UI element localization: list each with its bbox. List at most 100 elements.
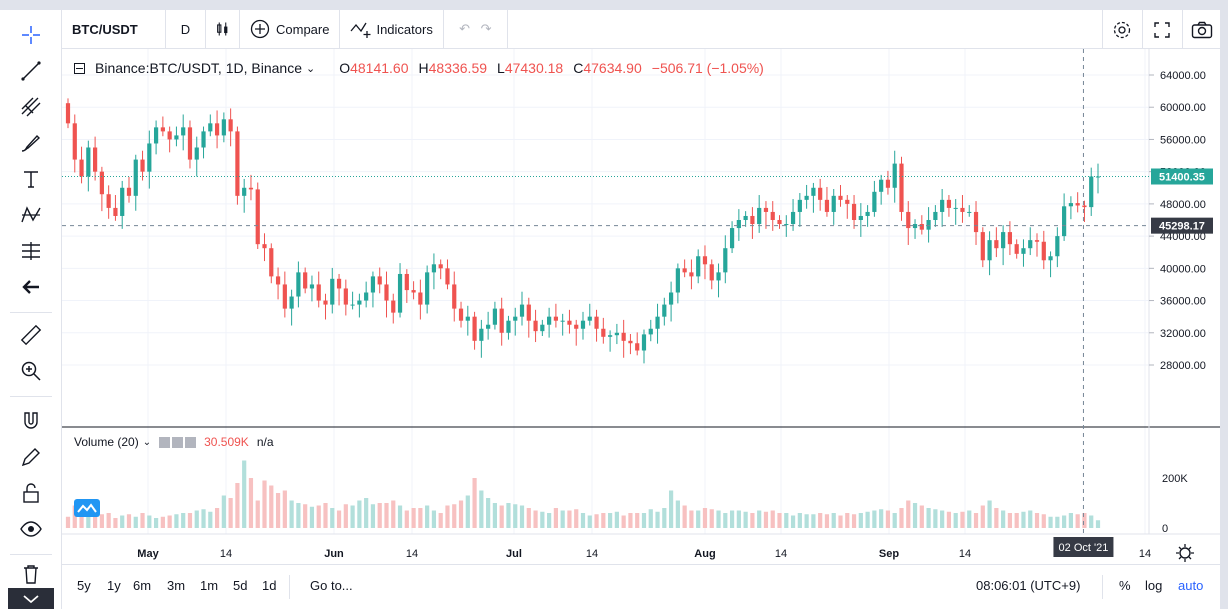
interval-button[interactable]: D: [166, 9, 206, 49]
chevron-down-icon[interactable]: ⌄: [305, 62, 316, 75]
candle-body: [418, 292, 423, 305]
zoom-in-icon[interactable]: [16, 356, 46, 386]
volume-bar: [140, 513, 145, 528]
draw-mode-icon[interactable]: [16, 442, 46, 472]
volume-bar: [384, 503, 389, 528]
visibility-icon[interactable]: [159, 436, 171, 448]
interval-label: D: [180, 21, 191, 37]
candle-body: [126, 187, 132, 196]
legend-title[interactable]: Binance:BTC/USDT, 1D, Binance: [95, 60, 302, 76]
crosshair-tool-icon[interactable]: [16, 20, 46, 50]
volume-bar: [1095, 520, 1101, 528]
volume-bar: [547, 513, 552, 528]
volume-bar: [973, 513, 979, 528]
toolbar-divider: [10, 312, 52, 313]
volume-bar: [160, 516, 165, 528]
candle-body: [804, 195, 809, 200]
volume-bar: [614, 511, 619, 528]
range-5y-button[interactable]: 5y: [77, 578, 91, 593]
tradingview-logo[interactable]: [74, 499, 100, 517]
trend-line-tool-icon[interactable]: [16, 56, 46, 86]
snapshot-button[interactable]: [1182, 10, 1220, 49]
symbol-search-button[interactable]: BTC/USDT: [62, 9, 166, 49]
candle-body: [316, 284, 321, 301]
collapse-legend-icon[interactable]: [74, 62, 85, 74]
close-icon[interactable]: [185, 436, 197, 448]
magnet-icon[interactable]: [16, 406, 46, 436]
pattern-tool-icon[interactable]: [16, 200, 46, 230]
ruler-icon[interactable]: [16, 320, 46, 350]
candle-body: [926, 220, 931, 230]
volume-bar: [93, 506, 98, 528]
candle-body: [587, 316, 592, 321]
candle-body: [201, 131, 206, 148]
lock-icon[interactable]: [16, 478, 46, 508]
range-5d-button[interactable]: 5d: [233, 578, 248, 593]
candle-body: [309, 284, 315, 289]
text-tool-icon[interactable]: [16, 164, 46, 194]
range-1d-button[interactable]: 1d: [262, 578, 277, 593]
volume-bar: [492, 503, 498, 528]
candle-body: [425, 272, 430, 305]
range-1y-button[interactable]: 1y: [107, 578, 121, 593]
volume-bar: [790, 515, 796, 528]
chevron-down-icon[interactable]: ⌄: [142, 436, 152, 448]
plus-circle-icon: [250, 19, 270, 39]
range-6m-button[interactable]: 6m: [133, 578, 152, 593]
volume-bar: [574, 509, 579, 528]
candle-body: [357, 300, 362, 305]
volume-bar: [153, 518, 159, 528]
log-scale-button[interactable]: log: [1145, 578, 1163, 593]
fullscreen-button[interactable]: [1142, 10, 1180, 49]
time-axis[interactable]: May 14 Jun 14 Jul 14 Aug 14 Sep 14 14: [137, 548, 1151, 560]
volume-bar: [187, 513, 193, 528]
volume-legend: Volume (20) ⌄ 30.509K n/a: [74, 435, 274, 449]
undo-icon[interactable]: ↶: [459, 21, 471, 36]
volume-bar: [330, 508, 335, 528]
percent-scale-button[interactable]: %: [1119, 578, 1131, 593]
candle-body: [838, 195, 843, 200]
volume-bar: [845, 513, 850, 528]
volume-bar: [709, 509, 714, 528]
volume-label[interactable]: Volume (20): [74, 435, 139, 449]
volume-bar: [452, 504, 457, 528]
time-tick-label: 14: [586, 548, 598, 560]
volume-bar: [540, 511, 545, 528]
fib-retracement-tool-icon[interactable]: [16, 92, 46, 122]
volume-bar: [228, 498, 233, 528]
volume-bar: [824, 514, 830, 528]
eye-icon[interactable]: [16, 514, 46, 544]
clock-label[interactable]: 08:06:01 (UTC+9): [976, 578, 1081, 593]
back-arrow-icon[interactable]: [16, 272, 46, 302]
candle-body: [567, 320, 572, 325]
indicators-button[interactable]: Indicators: [340, 9, 444, 49]
candle-body: [831, 195, 836, 212]
time-tick-label: Sep: [879, 548, 899, 560]
volume-bar: [960, 511, 965, 528]
prediction-tool-icon[interactable]: [16, 236, 46, 266]
goto-button[interactable]: Go to...: [310, 578, 353, 593]
volume-bar: [567, 510, 572, 528]
settings-button[interactable]: [1102, 10, 1140, 49]
time-tick-label: 14: [959, 548, 971, 560]
volume-bar: [635, 513, 640, 528]
time-settings-button[interactable]: [1176, 544, 1194, 562]
volume-bar: [648, 509, 653, 528]
settings-icon[interactable]: [172, 436, 184, 448]
range-1m-button[interactable]: 1m: [200, 578, 219, 593]
volume-bar: [506, 503, 511, 528]
redo-icon[interactable]: ↷: [480, 21, 492, 36]
candle-body: [696, 256, 701, 277]
compare-button[interactable]: Compare: [240, 9, 341, 49]
chart-canvas[interactable]: 64000.0060000.0056000.0052000.0048000.00…: [62, 49, 1220, 564]
candle-body: [580, 320, 586, 329]
chart-style-button[interactable]: [206, 9, 240, 49]
toolbar-divider: [10, 554, 52, 555]
brush-tool-icon[interactable]: [16, 128, 46, 158]
collapse-toolbar-button[interactable]: [8, 588, 54, 609]
range-3m-button[interactable]: 3m: [167, 578, 186, 593]
auto-scale-button[interactable]: auto: [1178, 578, 1204, 593]
volume-axis[interactable]: 200K 0: [1162, 473, 1188, 535]
chart-area[interactable]: 64000.0060000.0056000.0052000.0048000.00…: [62, 49, 1220, 564]
trash-icon[interactable]: [16, 562, 46, 586]
